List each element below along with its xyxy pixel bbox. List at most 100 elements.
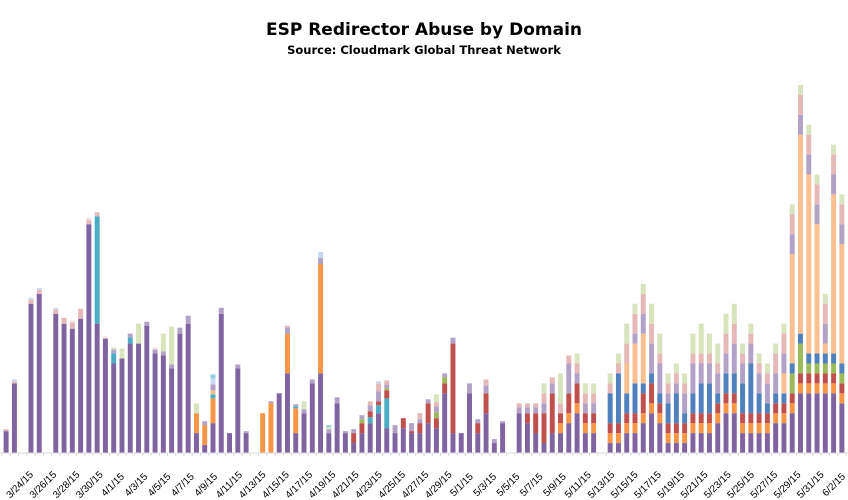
bar-segment [690,393,696,414]
bar-segment [442,377,448,384]
bar-segment [773,353,779,374]
bar-segment [665,433,671,444]
bar-segment [781,413,787,424]
bar-segment [698,323,704,354]
bar-segment [458,433,464,453]
bar-segment [773,413,779,424]
bar-segment [831,144,837,155]
bar-segment [169,364,175,369]
bar-segment [789,254,795,364]
bar-segment [284,373,290,453]
bar-segment [632,413,638,424]
bar-segment [516,413,522,453]
x-tick-label: 5/31/15 [795,469,827,500]
bar-segment [632,433,638,453]
bar-segment [615,373,621,424]
bar-segment [541,443,547,453]
bar-segment [615,353,621,364]
bar-segment [367,417,373,424]
bar-segment [740,343,746,354]
bar-segment [789,413,795,453]
bar-segment [806,393,812,453]
bar-segment [169,326,175,365]
bar-segment [475,419,481,424]
bar-segment [781,353,787,374]
bar-segment [301,401,307,410]
bar-segment [210,398,216,424]
bar-segment [318,252,324,259]
bar-segment [284,325,290,328]
bar-segment [756,423,762,434]
bar-segment [831,363,837,374]
bar-segment [839,244,845,364]
bar-segment [367,411,373,418]
bar-segment [61,323,67,453]
bar-segment [227,433,233,453]
bar-segment [127,337,133,344]
bar-segment [566,413,572,424]
bar-segment [690,423,696,434]
bar-segment [740,433,746,453]
bar-segment [342,431,348,434]
bar-segment [284,327,290,334]
bar-segment [334,397,340,404]
bar-segment [690,363,696,394]
bar-segment [210,374,216,379]
bar-segment [433,406,439,413]
bar-segment [814,353,820,364]
bar-segment [822,353,828,364]
chart-subtitle: Source: Cloudmark Global Threat Network [287,43,561,57]
bar-segment [706,353,712,364]
bar-segment [682,423,688,434]
bar-segment [723,413,729,453]
bar-segment [111,349,117,354]
bar-segment [798,383,803,394]
bar-segment [624,413,630,424]
bar-segment [36,287,42,290]
bar-segment [706,363,712,384]
bar-segment [160,333,166,352]
bar-segment [566,363,572,394]
bar-segment [831,393,837,453]
bar-segment [789,204,795,215]
bar-segment [822,293,828,304]
bar-segment [136,343,142,453]
bar-segment [293,433,299,453]
bar-segment [169,368,175,453]
bar-segment [94,323,100,453]
bar-segment [607,393,613,424]
bar-segment [748,323,754,334]
bar-segment [293,408,299,434]
bar-segment [773,393,779,404]
bar-segment [376,381,381,384]
bar-segment [78,308,84,319]
x-axis-ticks: 3/24/153/26/153/28/153/30/154/1/154/3/15… [1,453,848,500]
bar-segment [690,333,696,354]
bar-segment [500,423,506,453]
bar-segment [351,429,357,434]
bar-segment [665,403,671,424]
bar-segment [773,403,779,414]
bar-segment [698,433,704,453]
bar-segment [781,373,787,394]
bar-segment [591,393,597,404]
bar-segment [781,403,787,414]
bar-segment [822,323,828,344]
bar-segment [673,423,679,434]
bar-segment [649,383,655,404]
bar-segment [450,337,456,344]
bar-segment [210,394,216,399]
bar-segment [582,423,588,434]
bar-segment [781,423,787,453]
bar-segment [524,423,530,453]
bar-segment [152,353,158,453]
bar-segment [86,218,92,221]
x-tick-label: 5/7/15 [518,471,546,499]
bar-segment [384,428,390,453]
bar-segment [740,363,746,384]
bar-segment [533,407,539,414]
bar-segment [806,124,812,135]
bar-segment [781,333,787,354]
bar-segment [640,393,646,414]
bar-segment [773,373,779,394]
